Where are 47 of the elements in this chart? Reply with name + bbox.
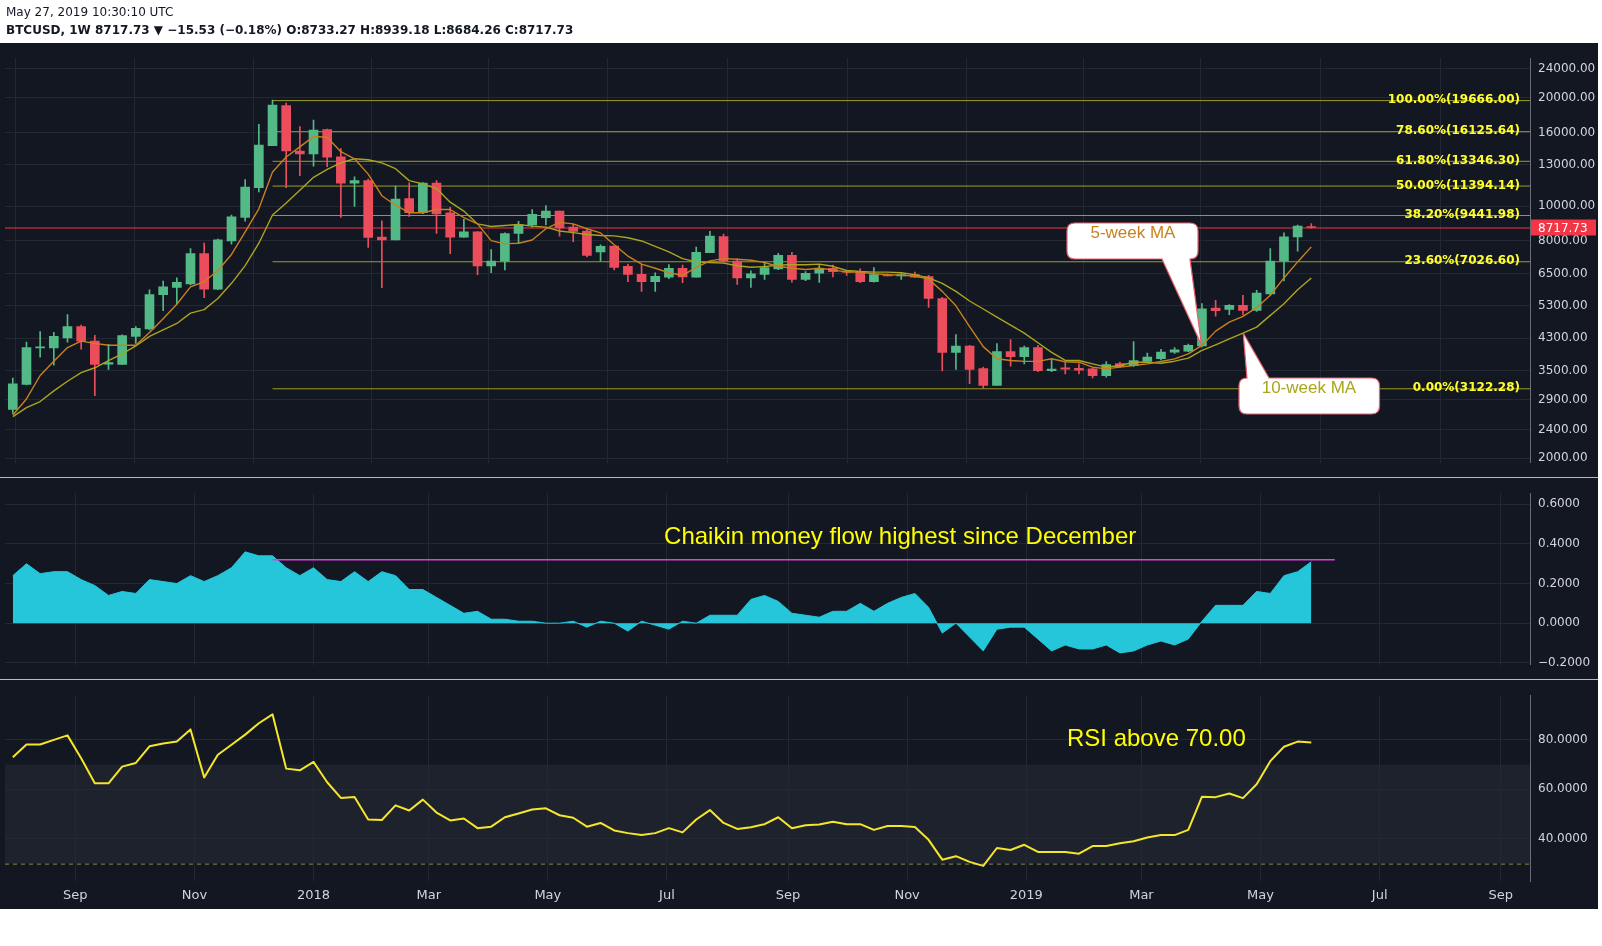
ref-line-label: 61.80%(13346.30) [1396, 152, 1520, 167]
ref-line-label: 50.00%(11394.14) [1396, 177, 1520, 192]
y-tick-label: 24000.00 [1538, 61, 1596, 76]
y-tick-label: 60.0000 [1538, 781, 1588, 796]
y-tick-label: 20000.00 [1538, 89, 1596, 104]
y-tick-label: 0.0000 [1538, 615, 1580, 630]
ref-line-label: 8717.73 [1538, 220, 1588, 235]
x-tick-label: May [534, 887, 562, 903]
y-tick-label: −0.2000 [1538, 654, 1591, 669]
x-tick-label: Jul [658, 887, 675, 903]
y-tick-label: 0.6000 [1538, 496, 1580, 511]
x-tick-label: Sep [1488, 887, 1513, 903]
x-tick-label: Sep [63, 887, 88, 903]
ref-line-label: 23.60%(7026.60) [1404, 253, 1520, 268]
x-tick-label: 2018 [296, 887, 331, 903]
y-tick-label: 16000.00 [1538, 124, 1596, 139]
x-tick-label: 2019 [1009, 887, 1043, 903]
y-tick-label: 4300.00 [1538, 330, 1588, 345]
callout-box: 10-week MA [1236, 331, 1382, 417]
x-tick-label: Nov [894, 887, 921, 903]
callout-box: 5-week MA [1065, 221, 1204, 348]
annotation: Chaikin money flow highest since December [664, 522, 1137, 550]
ref-line-label: 100.00%(19666.00) [1387, 92, 1520, 107]
ref-line-label: 0.00%(3122.28) [1412, 380, 1520, 395]
y-tick-label: 40.0000 [1538, 830, 1588, 845]
x-tick-label: Nov [181, 887, 208, 903]
y-tick-label: 2900.00 [1538, 391, 1588, 406]
y-tick-label: 6500.00 [1538, 265, 1588, 280]
y-tick-label: 80.0000 [1538, 731, 1588, 746]
x-tick-label: Jul [1370, 887, 1388, 903]
annotation: RSI above 70.00 [1066, 724, 1246, 752]
y-tick-label: 2400.00 [1538, 421, 1588, 436]
x-tick-label: Mar [416, 887, 442, 903]
y-tick-label: 10000.00 [1538, 198, 1596, 213]
x-tick-label: May [1247, 887, 1275, 903]
y-tick-label: 5300.00 [1538, 297, 1588, 312]
chart-subtitle: May 27, 2019 10:30:10 UTC [6, 4, 175, 21]
y-tick-label: 3500.00 [1538, 362, 1588, 377]
ref-line-label: 78.60%(16125.64) [1396, 123, 1520, 138]
x-tick-label: Sep [775, 887, 801, 903]
chart-title: BTCUSD, 1W 8717.73 ▼ −15.53 (−0.18%) O:8733.27 H:8939.18 L:8684.26 C:8717.73 [6, 22, 574, 39]
y-tick-label: 13000.00 [1538, 157, 1596, 172]
y-tick-label: 0.4000 [1538, 536, 1580, 551]
x-tick-label: Mar [1129, 887, 1155, 903]
y-tick-label: 8000.00 [1538, 233, 1588, 248]
y-tick-label: 0.2000 [1538, 575, 1580, 590]
y-tick-label: 2000.00 [1538, 450, 1588, 465]
